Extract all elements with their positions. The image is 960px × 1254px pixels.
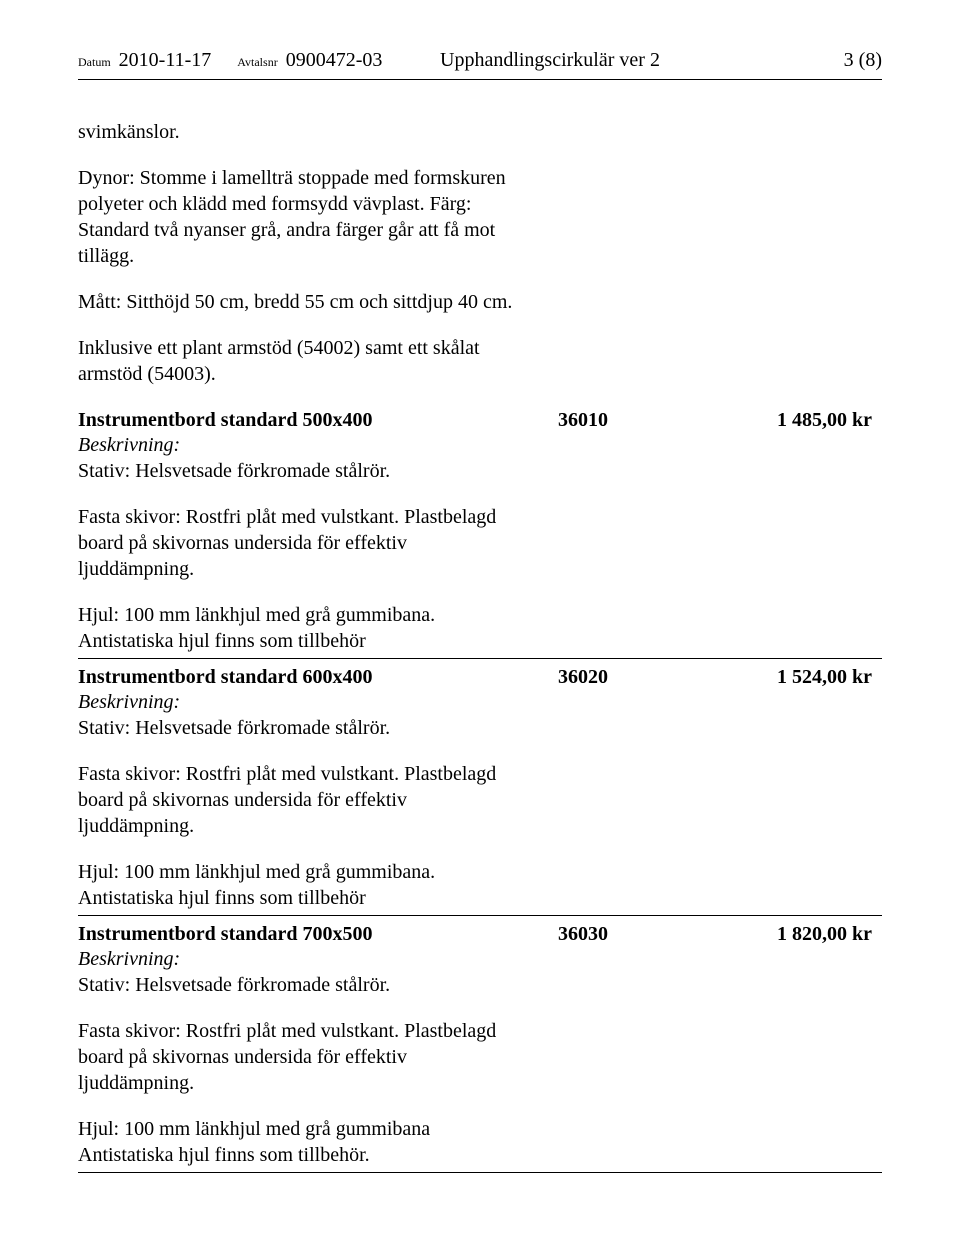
desc-line: Stativ: Helsvetsade förkromade stålrör. [78, 716, 882, 741]
desc-line: ljuddämpning. [78, 1071, 882, 1096]
section-divider [78, 1172, 882, 1173]
item-code: 36020 [558, 665, 678, 690]
beskrivning-label: Beskrivning: [78, 947, 882, 972]
section-divider [78, 658, 882, 659]
intro-line: Inklusive ett plant armstöd (54002) samt… [78, 336, 882, 361]
header-underline [78, 79, 882, 80]
item-price: 1 820,00 kr [688, 922, 882, 947]
desc-line: Fasta skivor: Rostfri plåt med vulstkant… [78, 762, 882, 787]
intro-line: armstöd (54003). [78, 362, 882, 387]
desc-line: Hjul: 100 mm länkhjul med grå gummibana. [78, 603, 882, 628]
desc-line: ljuddämpning. [78, 557, 882, 582]
item-title: Instrumentbord standard 700x500 [78, 922, 548, 947]
desc-line: Antistatiska hjul finns som tillbehör. [78, 1143, 882, 1168]
item-heading-row: Instrumentbord standard 700x500 36030 1 … [78, 922, 882, 947]
page: Datum 2010-11-17 Avtalsnr 0900472-03 Upp… [0, 0, 960, 1254]
intro-section: svimkänslor. Dynor: Stomme i lamellträ s… [78, 120, 882, 387]
avtal-label: Avtalsnr [237, 55, 277, 70]
item-title: Instrumentbord standard 600x400 [78, 665, 548, 690]
item-code: 36030 [558, 922, 678, 947]
item-price: 1 524,00 kr [688, 665, 882, 690]
desc-line: board på skivornas undersida för effekti… [78, 788, 882, 813]
desc-line: Antistatiska hjul finns som tillbehör [78, 886, 882, 911]
desc-line: Stativ: Helsvetsade förkromade stålrör. [78, 973, 882, 998]
item-title: Instrumentbord standard 500x400 [78, 408, 548, 433]
page-number: 3 (8) [844, 48, 882, 73]
beskrivning-label: Beskrivning: [78, 433, 882, 458]
desc-line: Hjul: 100 mm länkhjul med grå gummibana [78, 1117, 882, 1142]
intro-line: Standard två nyanser grå, andra färger g… [78, 218, 882, 243]
item-description: Beskrivning: Stativ: Helsvetsade förkrom… [78, 947, 882, 1168]
beskrivning-label: Beskrivning: [78, 690, 882, 715]
intro-word: svimkänslor. [78, 120, 882, 145]
item-heading-row: Instrumentbord standard 500x400 36010 1 … [78, 408, 882, 433]
desc-line: ljuddämpning. [78, 814, 882, 839]
intro-line: polyeter och klädd med formsydd vävplast… [78, 192, 882, 217]
doc-title: Upphandlingscirkulär ver 2 [440, 48, 660, 73]
section-divider [78, 915, 882, 916]
desc-line: Fasta skivor: Rostfri plåt med vulstkant… [78, 505, 882, 530]
desc-line: Hjul: 100 mm länkhjul med grå gummibana. [78, 860, 882, 885]
intro-line: Dynor: Stomme i lamellträ stoppade med f… [78, 166, 882, 191]
desc-line: board på skivornas undersida för effekti… [78, 531, 882, 556]
item-description: Beskrivning: Stativ: Helsvetsade förkrom… [78, 690, 882, 911]
item-price: 1 485,00 kr [688, 408, 882, 433]
datum-label: Datum [78, 55, 111, 70]
datum-value: 2010-11-17 [119, 48, 212, 73]
avtal-value: 0900472-03 [286, 48, 383, 73]
page-header: Datum 2010-11-17 Avtalsnr 0900472-03 Upp… [78, 48, 882, 73]
desc-line: Fasta skivor: Rostfri plåt med vulstkant… [78, 1019, 882, 1044]
item-heading-row: Instrumentbord standard 600x400 36020 1 … [78, 665, 882, 690]
desc-line: Stativ: Helsvetsade förkromade stålrör. [78, 459, 882, 484]
desc-line: board på skivornas undersida för effekti… [78, 1045, 882, 1070]
item-description: Beskrivning: Stativ: Helsvetsade förkrom… [78, 433, 882, 654]
intro-line: Mått: Sitthöjd 50 cm, bredd 55 cm och si… [78, 290, 882, 315]
item-code: 36010 [558, 408, 678, 433]
desc-line: Antistatiska hjul finns som tillbehör [78, 629, 882, 654]
intro-line: tillägg. [78, 244, 882, 269]
